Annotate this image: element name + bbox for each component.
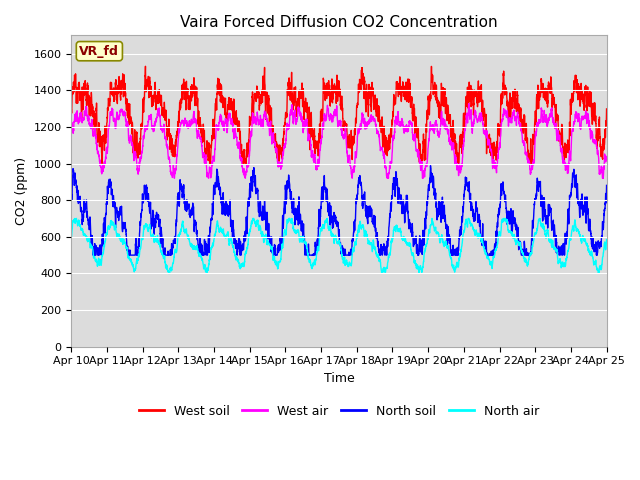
North air (182, 227, 190, 232)
West air (465, 101, 472, 107)
North soil (427, 163, 435, 168)
West soil (141, 63, 149, 69)
Title: Vaira Forced Diffusion CO2 Concentration: Vaira Forced Diffusion CO2 Concentration (180, 15, 498, 30)
Line: West air: West air (72, 104, 607, 178)
West air (401, 125, 408, 131)
North air (603, 239, 611, 244)
West air (603, 157, 611, 163)
West soil (401, 87, 408, 93)
Y-axis label: CO2 (ppm): CO2 (ppm) (15, 157, 28, 225)
North air (165, 271, 173, 276)
North soil (603, 192, 611, 198)
North air (552, 249, 560, 254)
West air (603, 157, 611, 163)
West soil (98, 161, 106, 167)
West air (170, 175, 178, 181)
West air (217, 117, 225, 123)
X-axis label: Time: Time (324, 372, 355, 385)
Line: North soil: North soil (72, 166, 607, 255)
North soil (68, 193, 76, 199)
West air (182, 121, 190, 127)
North air (68, 234, 76, 240)
North soil (182, 205, 190, 211)
West air (68, 126, 76, 132)
North air (401, 238, 408, 243)
Legend: West soil, West air, North soil, North air: West soil, West air, North soil, North a… (134, 400, 544, 423)
West soil (182, 79, 190, 84)
West soil (603, 112, 611, 118)
North soil (603, 182, 611, 188)
North soil (552, 237, 560, 243)
North air (71, 216, 79, 221)
West soil (218, 82, 225, 88)
North soil (391, 193, 399, 199)
North air (603, 237, 611, 242)
North soil (217, 195, 225, 201)
Line: North air: North air (72, 218, 607, 274)
West air (391, 117, 399, 123)
Text: VR_fd: VR_fd (79, 45, 119, 58)
West air (552, 120, 560, 126)
North soil (401, 216, 408, 221)
West soil (392, 97, 399, 103)
West soil (603, 106, 611, 112)
West soil (68, 107, 76, 113)
North air (218, 228, 225, 234)
West soil (552, 110, 560, 116)
North soil (89, 252, 97, 258)
North air (392, 226, 399, 231)
Line: West soil: West soil (72, 66, 607, 164)
